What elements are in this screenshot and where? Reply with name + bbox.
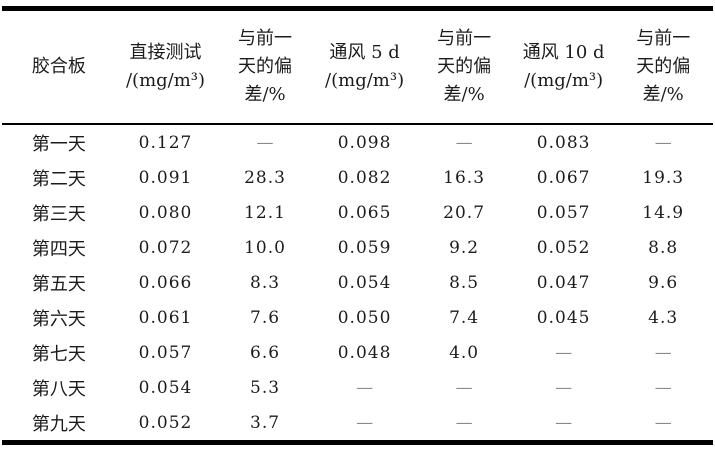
value-cell: 0.067 bbox=[536, 167, 591, 188]
value-cell: 16.3 bbox=[443, 167, 486, 188]
value-cell: — bbox=[455, 412, 473, 433]
value-cell: 0.083 bbox=[536, 132, 591, 153]
value-cell: 9.2 bbox=[449, 237, 480, 258]
table-row: 第一天 0.127 — 0.098 — 0.083 — bbox=[2, 124, 713, 160]
header-deviation-2: 与前一 天的偏 差/% bbox=[437, 28, 492, 105]
header-ventilation-10d: 通风 10 d /(mg/m³) bbox=[522, 42, 605, 91]
table-row: 第六天 0.061 7.6 0.050 7.4 0.045 4.3 bbox=[2, 300, 713, 335]
header-deviation-3: 与前一 天的偏 差/% bbox=[636, 28, 691, 105]
value-cell: 0.098 bbox=[337, 132, 392, 153]
day-label-cell: 第二天 bbox=[31, 168, 86, 190]
value-cell: 7.6 bbox=[250, 307, 281, 328]
value-cell: 12.1 bbox=[244, 202, 286, 223]
value-cell: 4.0 bbox=[449, 342, 480, 363]
day-label-cell: 第四天 bbox=[31, 238, 86, 260]
value-cell: 0.054 bbox=[337, 272, 392, 293]
value-cell: — bbox=[256, 132, 274, 153]
value-cell: — bbox=[356, 377, 374, 398]
value-cell: 0.057 bbox=[138, 342, 193, 363]
value-cell: 0.091 bbox=[138, 167, 193, 188]
value-cell: 19.3 bbox=[642, 167, 685, 188]
value-cell: — bbox=[654, 377, 672, 398]
value-cell: 14.9 bbox=[642, 202, 685, 223]
day-label-cell: 第六天 bbox=[31, 308, 86, 330]
value-cell: — bbox=[356, 412, 374, 433]
value-cell: — bbox=[654, 132, 672, 153]
value-cell: 0.072 bbox=[138, 237, 193, 258]
value-cell: — bbox=[555, 342, 573, 363]
table-row: 第二天 0.091 28.3 0.082 16.3 0.067 19.3 bbox=[2, 160, 713, 195]
day-label-cell: 第三天 bbox=[31, 203, 86, 225]
value-cell: 0.059 bbox=[337, 237, 392, 258]
value-cell: — bbox=[455, 377, 473, 398]
value-cell: — bbox=[654, 412, 672, 433]
value-cell: 7.4 bbox=[449, 307, 480, 328]
value-cell: 8.5 bbox=[449, 272, 480, 293]
table-body: 第一天 0.127 — 0.098 — 0.083 — 第二天 0.091 28.3 0.082 16… bbox=[2, 124, 713, 443]
table-row: 第三天 0.080 12.1 0.065 20.7 0.057 14.9 bbox=[2, 195, 713, 230]
day-label-cell: 第一天 bbox=[31, 133, 86, 155]
table-row: 第四天 0.072 10.0 0.059 9.2 0.052 8.8 bbox=[2, 230, 713, 265]
value-cell: 28.3 bbox=[244, 167, 286, 188]
value-cell: 10.0 bbox=[244, 237, 286, 258]
value-cell: 6.6 bbox=[250, 342, 281, 363]
value-cell: 0.047 bbox=[536, 272, 591, 293]
value-cell: 0.052 bbox=[138, 412, 193, 433]
value-cell: 0.066 bbox=[138, 272, 193, 293]
table-header: 胶合板 直接测试 /(mg/m³) 与前一 天的偏 差/% 通风 5 d /(m… bbox=[2, 9, 713, 124]
day-label-cell: 第八天 bbox=[31, 378, 86, 400]
value-cell: 0.054 bbox=[138, 377, 193, 398]
value-cell: 3.7 bbox=[250, 412, 281, 433]
table-row: 第八天 0.054 5.3 — — — — bbox=[2, 370, 713, 405]
value-cell: 0.050 bbox=[337, 307, 392, 328]
value-cell: 8.3 bbox=[250, 272, 281, 293]
value-cell: — bbox=[654, 342, 672, 363]
day-label-cell: 第五天 bbox=[31, 273, 86, 295]
day-label-cell: 第九天 bbox=[31, 413, 86, 435]
header-plywood: 胶合板 bbox=[31, 56, 86, 78]
value-cell: 8.8 bbox=[648, 237, 679, 258]
value-cell: 5.3 bbox=[250, 377, 281, 398]
table-row: 第七天 0.057 6.6 0.048 4.0 — — bbox=[2, 335, 713, 370]
value-cell: 0.080 bbox=[138, 202, 193, 223]
header-direct-test: 直接测试 /(mg/m³) bbox=[125, 42, 206, 91]
header-row: 胶合板 直接测试 /(mg/m³) 与前一 天的偏 差/% 通风 5 d /(m… bbox=[2, 9, 713, 124]
value-cell: 0.052 bbox=[536, 237, 591, 258]
measurement-table: 胶合板 直接测试 /(mg/m³) 与前一 天的偏 差/% 通风 5 d /(m… bbox=[2, 6, 713, 445]
value-cell: 0.127 bbox=[138, 132, 193, 153]
value-cell: 0.045 bbox=[536, 307, 591, 328]
table-row: 第五天 0.066 8.3 0.054 8.5 0.047 9.6 bbox=[2, 265, 713, 300]
value-cell: 0.048 bbox=[337, 342, 392, 363]
day-label-cell: 第七天 bbox=[31, 343, 86, 365]
value-cell: — bbox=[455, 132, 473, 153]
value-cell: 0.061 bbox=[138, 307, 193, 328]
value-cell: 0.065 bbox=[337, 202, 392, 223]
value-cell: 20.7 bbox=[443, 202, 486, 223]
header-deviation-1: 与前一 天的偏 差/% bbox=[238, 28, 293, 105]
table-row: 第九天 0.052 3.7 — — — — bbox=[2, 405, 713, 443]
value-cell: — bbox=[555, 412, 573, 433]
value-cell: — bbox=[555, 377, 573, 398]
header-ventilation-5d: 通风 5 d /(mg/m³) bbox=[325, 42, 405, 91]
value-cell: 0.082 bbox=[337, 167, 392, 188]
value-cell: 4.3 bbox=[648, 307, 679, 328]
value-cell: 0.057 bbox=[536, 202, 591, 223]
value-cell: 9.6 bbox=[648, 272, 679, 293]
